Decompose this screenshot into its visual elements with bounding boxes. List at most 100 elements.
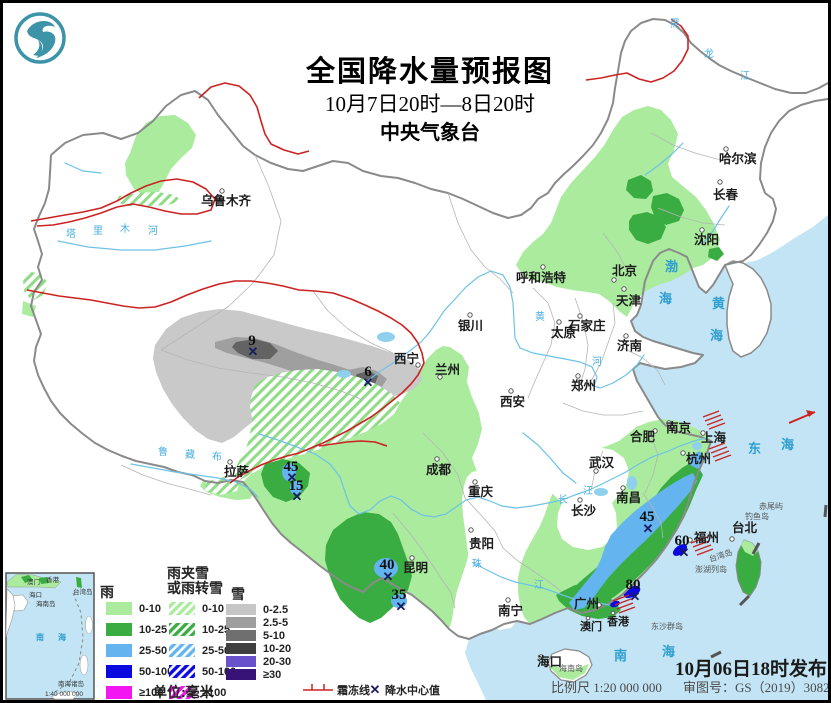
- marker-value-9: 9: [248, 333, 256, 349]
- city-label-hohhot: 呼和浩特: [516, 270, 567, 285]
- marker-value-45b: 45: [640, 509, 655, 525]
- boundary-dashes: [710, 504, 828, 659]
- marker-x-6: ✕: [363, 375, 374, 390]
- city-label-changsha: 长沙: [571, 503, 597, 518]
- legend-frost-label: 霜冻线: [336, 683, 370, 697]
- marker-x-15: ✕: [292, 489, 303, 504]
- river-label-chang-2: 江: [583, 485, 593, 497]
- river-label-yarlung-1: 鲁: [158, 445, 168, 458]
- marker-value-15: 15: [289, 478, 304, 494]
- island-label-hainan: 海南岛: [559, 663, 583, 673]
- city-label-nanjing: 南京: [666, 420, 692, 435]
- legend-rain-swatch-1: [106, 602, 132, 615]
- legend-snow-label-3: 5-10: [263, 630, 285, 642]
- marker-x-9: ✕: [248, 344, 259, 359]
- city-label-hefei: 合肥: [630, 429, 656, 444]
- islands: [547, 539, 762, 683]
- legend-sleet-label-2: 10-25: [202, 624, 230, 636]
- river-label-tarim-4: 河: [148, 225, 158, 237]
- legend-snow-label-5: 20-30: [263, 656, 291, 668]
- legend-snow-swatch-4: [226, 643, 256, 654]
- legend-snow-label-4: 10-20: [263, 643, 291, 655]
- map-scale: 比例尺 1:20 000 000: [551, 680, 662, 695]
- inset-label-taiwan: 台湾岛: [73, 587, 93, 596]
- city-label-shanghai: 上海: [701, 430, 727, 445]
- legend-sleet-label-3: 25-50: [202, 645, 230, 657]
- city-label-lanzhou: 兰州: [435, 362, 460, 377]
- river-label-yarlung-3: 布: [212, 451, 222, 463]
- legend-rain-swatch-4: [106, 665, 132, 678]
- city-label-macau: 澳门: [580, 619, 602, 633]
- frost-line-sample-icon: [303, 684, 333, 691]
- legend-center-label: 降水中心值: [385, 683, 440, 697]
- legend-rain-label-4: 50-100: [139, 666, 173, 678]
- city-label-tianjin: 天津: [616, 293, 642, 308]
- inset-sea-label-1: 南: [36, 632, 44, 642]
- river-label-heilong-1: 黑: [670, 18, 680, 30]
- river-label-zhu-2: 江: [534, 579, 544, 591]
- island-label-dongsha: 东沙群岛: [651, 621, 683, 631]
- legend-snow-swatch-6: [226, 669, 256, 680]
- legend-rain-swatch-3: [106, 644, 132, 657]
- city-label-haikou: 海口: [537, 654, 562, 669]
- marker-value-40: 40: [380, 557, 395, 573]
- city-label-xining: 西宁: [394, 351, 419, 366]
- sea-label-yellow-1: 黄: [712, 296, 725, 311]
- legend-snow-swatch-1: [226, 604, 256, 615]
- city-label-taiyuan: 太原: [551, 325, 577, 340]
- precipitation-map-canvas: 乌鲁木齐 哈尔滨 长春 沈阳 北京 天津 呼和浩特 石家庄 太原 银川 济南 兰…: [5, 12, 828, 700]
- river-labels: 塔 里 木 河 黄 河 长 江 珠 江 鲁 藏 布 黑 龙 江: [66, 18, 750, 591]
- legend-rain-label-5: ≥100: [139, 687, 163, 699]
- city-dots: [219, 146, 735, 660]
- sea-label-east-1: 东: [748, 441, 761, 456]
- island-label-diaoyu: 钓鱼岛: [745, 511, 769, 521]
- legend-snow-swatch-5: [226, 656, 256, 667]
- marker-x-40: ✕: [383, 569, 394, 584]
- city-label-guangzhou: 广州: [574, 596, 599, 611]
- city-label-wuhan: 武汉: [589, 455, 615, 470]
- marker-x-80: ✕: [630, 589, 641, 604]
- city-label-kunming: 昆明: [403, 560, 428, 575]
- legend-sleet-label-5: ≥100: [202, 687, 226, 699]
- marker-value-80: 80: [626, 577, 641, 593]
- city-label-harbin: 哈尔滨: [719, 151, 757, 166]
- city-labels: 乌鲁木齐 哈尔滨 长春 沈阳 北京 天津 呼和浩特 石家庄 太原 银川 济南 兰…: [201, 151, 758, 669]
- river-label-huang-2: 河: [592, 356, 602, 368]
- inset-label-hongkong: 香港: [46, 575, 60, 584]
- city-label-changchun: 长春: [713, 187, 739, 202]
- legend-snow-title: 雪: [231, 586, 245, 602]
- agency-name: 中央气象台: [380, 120, 480, 144]
- city-label-xian: 西安: [500, 394, 525, 409]
- legend-rain-label-3: 25-50: [139, 645, 167, 657]
- legend: 雨 0-10 10-25 25-50 50-100 ≥100 雨夹雪 或雨转雪 …: [100, 565, 440, 700]
- marker-x-45b: ✕: [643, 521, 654, 536]
- page-title: 全国降水量预报图: [305, 54, 554, 88]
- river-label-zhu-1: 珠: [472, 557, 482, 570]
- marker-value-60: 60: [675, 533, 690, 549]
- river-label-yarlung-2: 藏: [185, 449, 195, 461]
- legend-rain-title: 雨: [100, 584, 114, 600]
- dry-pockets: [462, 447, 629, 630]
- city-label-shenyang: 沈阳: [694, 232, 719, 247]
- marker-value-35: 35: [392, 587, 407, 603]
- legend-snow-swatch-3: [226, 630, 256, 641]
- marker-value-6: 6: [364, 364, 372, 380]
- river-label-heilong-2: 龙: [704, 47, 714, 60]
- inset-label-haikou: 海口: [29, 590, 42, 599]
- legend-rain-label-2: 10-25: [139, 624, 167, 636]
- city-label-urumqi: 乌鲁木齐: [201, 193, 252, 208]
- gale-symbols: [612, 410, 828, 659]
- center-mark-sample-icon: ✕: [370, 682, 381, 697]
- sea-label-yellow-2: 海: [710, 328, 723, 343]
- river-label-heilong-3: 江: [740, 70, 750, 82]
- legend-rain-swatch-2: [106, 623, 132, 636]
- sea-label-south-1: 南: [614, 648, 627, 663]
- sea-labels: 渤 海 黄 海 东 海 南 海: [614, 259, 794, 663]
- island-label-penghu: 澎湖列岛: [695, 564, 727, 574]
- footer-block: 10月06日18时发布 比例尺 1:20 000 000 审图号：GS（2019…: [551, 657, 828, 695]
- inset-scale: 1:40 000 000: [45, 691, 83, 698]
- issue-time: 10月06日18时发布: [675, 657, 827, 680]
- page-subtitle: 10月7日20时—8日20时: [325, 92, 535, 116]
- city-label-chongqing: 重庆: [468, 484, 494, 499]
- sea-label-bohai-1: 渤: [665, 259, 678, 274]
